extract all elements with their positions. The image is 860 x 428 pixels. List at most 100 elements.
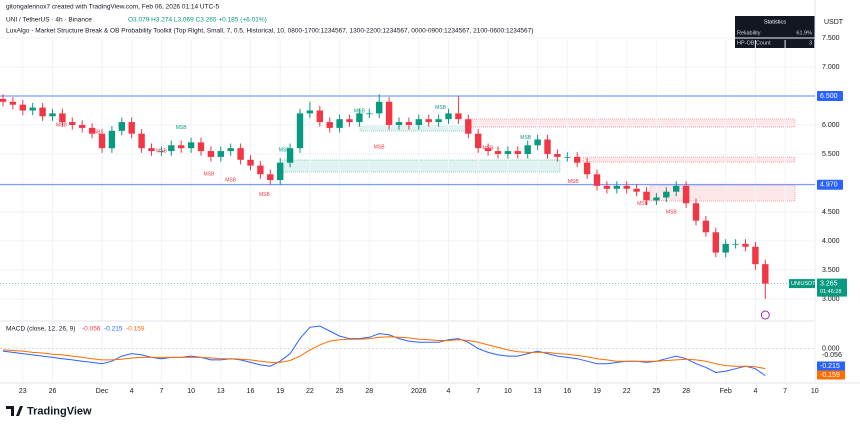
candle-body <box>138 133 145 149</box>
level-label: 4.970 <box>820 182 838 189</box>
candle-body <box>712 232 719 253</box>
candle-body <box>574 156 581 163</box>
x-tick-label: 7 <box>476 388 480 395</box>
x-tick-label: 22 <box>306 388 314 395</box>
candle-body <box>623 185 630 189</box>
candle-body <box>494 151 502 154</box>
annotation: MSB <box>156 148 168 154</box>
symbol-line: UNI / TetherUS · 4h · Binance <box>6 17 92 24</box>
candle-body <box>267 174 274 181</box>
candle-body <box>673 185 680 192</box>
candle-body <box>286 148 294 163</box>
x-tick-label: 7 <box>783 388 787 395</box>
annotation: MSB <box>90 129 102 135</box>
candle-body <box>356 113 363 123</box>
value-tag: -0.215 <box>820 363 840 370</box>
candle-body <box>336 119 343 128</box>
symbol-tag-bg <box>789 279 815 289</box>
candle-body <box>455 113 462 120</box>
candle-body <box>217 151 224 157</box>
ob-zone <box>279 159 561 173</box>
candle-body <box>118 122 125 131</box>
macd-value: -0.215 <box>104 326 123 333</box>
candle-body <box>415 119 422 125</box>
candle-body <box>207 151 215 157</box>
y-tick-label: 4.000 <box>822 238 840 245</box>
x-tick-label: 13 <box>217 388 225 395</box>
candle-body <box>504 151 512 154</box>
candle-body <box>544 139 551 154</box>
candle-body <box>465 119 472 134</box>
candle-body <box>663 191 670 198</box>
stats-value: 3 <box>809 40 812 46</box>
ob-zone <box>582 156 796 163</box>
y-tick-label: 3.500 <box>822 267 840 274</box>
macd-title: MACD (close, 12, 26, 9) <box>6 326 75 333</box>
value-tag-bg <box>817 370 845 380</box>
candle-body <box>732 243 739 245</box>
candle-body <box>29 107 36 111</box>
candle-body <box>366 113 373 115</box>
candle-body <box>197 142 205 152</box>
candle-body <box>178 145 185 149</box>
candle-body <box>187 142 195 149</box>
candle-body <box>158 151 165 152</box>
candle-body <box>385 101 393 125</box>
level-tag <box>817 90 843 101</box>
brand-logo <box>6 406 23 416</box>
annotation: MSB <box>259 192 271 198</box>
candle-body <box>257 165 264 175</box>
candle-body <box>9 101 17 105</box>
candle-body <box>405 122 413 125</box>
annotation: MSB <box>203 172 215 178</box>
candle-body <box>19 104 26 111</box>
annotation: MSB <box>637 201 649 207</box>
x-tick-label: 28 <box>682 388 690 395</box>
indicator: LuxAlgo - Market Structure Break & OB Pr… <box>6 28 533 35</box>
stats-label: HP-OB Count <box>737 40 771 46</box>
ob-zone <box>359 124 471 132</box>
x-tick-label: 4 <box>130 388 134 395</box>
x-tick-label: 23 <box>19 388 27 395</box>
candle-body <box>692 203 700 221</box>
x-tick-label: 19 <box>593 388 601 395</box>
annotation: MSB <box>279 147 291 153</box>
candle-body <box>653 197 660 201</box>
level-tag <box>817 179 843 190</box>
alert-icon <box>760 310 770 320</box>
y-tick-label: 7.000 <box>822 64 840 71</box>
x-tick-label: 22 <box>623 388 631 395</box>
x-tick-label: 28 <box>365 388 373 395</box>
x-tick-label: 2026 <box>411 388 427 395</box>
brand-name: TradingView <box>27 405 92 417</box>
candle-body <box>554 153 561 157</box>
candle-body <box>168 145 175 152</box>
x-tick-label: 16 <box>247 388 255 395</box>
candle-body <box>306 110 314 114</box>
x-tick-label: 25 <box>653 388 661 395</box>
x-tick-label: 4 <box>447 388 451 395</box>
x-tick-label: 10 <box>187 388 195 395</box>
annotation: MSB <box>666 209 678 215</box>
ob-zone <box>469 118 796 128</box>
ob-zone <box>649 184 796 202</box>
annotation: MSB <box>225 177 237 183</box>
candle-body <box>722 243 729 253</box>
stats-label: Reliability <box>737 30 761 36</box>
candle-body <box>247 159 254 166</box>
candle-body <box>613 185 620 189</box>
stats-box <box>735 16 815 48</box>
annotation: MSB <box>176 125 188 131</box>
annotation: MSB <box>56 122 68 128</box>
stats-title: Statistics <box>764 19 786 25</box>
candle-body <box>425 119 432 123</box>
x-tick-label: 10 <box>504 388 512 395</box>
level-label: 6.500 <box>820 93 838 100</box>
x-tick-label: 25 <box>336 388 344 395</box>
macd-line <box>2 336 766 370</box>
candle-body <box>59 113 66 123</box>
candle-body <box>484 148 492 152</box>
credit: gitongalennox7 created with TradingView.… <box>6 4 219 11</box>
candle-body <box>752 246 759 265</box>
x-tick-label: 13 <box>534 388 542 395</box>
